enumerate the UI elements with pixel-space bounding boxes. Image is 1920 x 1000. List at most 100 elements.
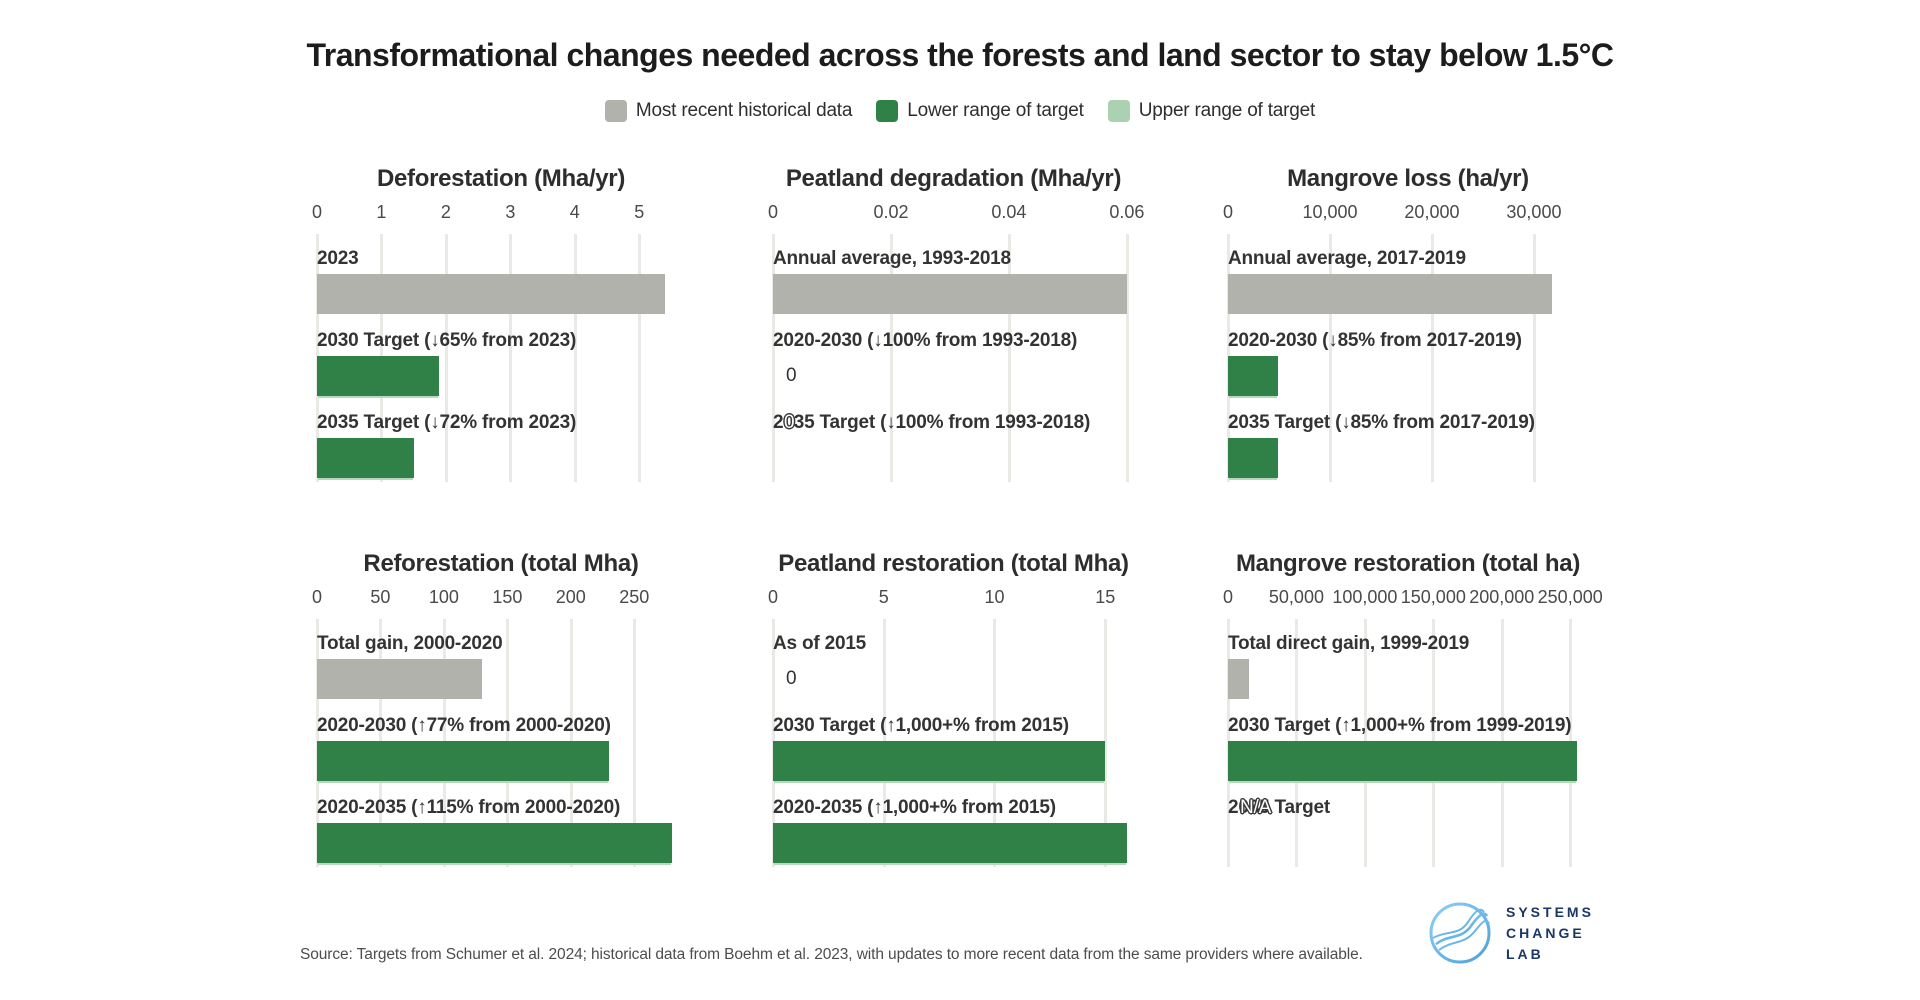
legend-item-historical: Most recent historical data [604,100,852,122]
bar-row-label-text: 2035 Target [1228,797,1331,818]
axis-tick-label: 10,000 [1302,202,1358,222]
axis-tick-label: 50 [370,587,391,607]
bar-track [773,823,1134,863]
gridline [444,234,448,482]
bar-target-lower [317,356,440,396]
bar-historical [773,274,1127,314]
bar-row-label-text: 2020-2030 (↓100% from 1993-2018) [773,330,1078,351]
bar-row-label: 2035 Target (↓85% from 2017-2019) [1228,412,1588,436]
chart-title: Mangrove restoration (total ha) [1228,550,1588,580]
bar-row-label: 2020-2035 (↑115% from 2000-2020) [317,797,685,821]
axis-tick-label: 30,000 [1506,202,1562,222]
bar-row-label: Annual average, 2017-2019 [1228,248,1588,272]
chart-title: Peatland restoration (total Mha) [773,550,1134,580]
chart-mangrove-loss: Mangrove loss (ha/yr) 0 10,000 20,000 30,000… [1223,165,1588,482]
axis-tick-label: 3 [505,202,516,222]
bar-rows: Annual average, 2017-2019 2020-2030 (↓85%… [1228,234,1588,478]
bar-track [1228,438,1588,478]
bar-track [773,438,1134,478]
bar-historical [317,659,482,699]
bar-row-label: Total gain, 2000-2020 [317,633,685,657]
bar-target-lower [1228,356,1278,396]
bar-row-label-text: 2023 [317,248,359,269]
bar-track [773,274,1134,314]
bar-rows: As of 2015 0 2030 Target (↑1,000+% from 20… [773,619,1134,863]
chart-title: Peatland degradation (Mha/yr) [773,165,1134,195]
systems-change-lab-logo: SYSTEMS CHANGE LAB [1427,900,1594,966]
bar-track [1228,823,1588,863]
axis-tick-label: 150,000 [1400,587,1466,607]
legend-item-upper-target: Upper range of target [1107,100,1315,122]
bar-target-lower [317,823,673,863]
legend: Most recent historical data Lower range … [0,100,1920,122]
bar-row-label-text: 2020-2030 (↑77% from 2000-2020) [317,715,611,736]
page-title: Transformational changes needed across t… [306,37,1614,74]
chart-reforestation: Reforestation (total Mha) 0 50 100 150 200 250… [312,550,685,867]
bar-row-label: 2020-2030 (↓100% from 1993-2018) [773,330,1134,354]
gridline [1430,234,1434,482]
bar-row-label: 2023 [317,248,685,272]
axis-tick-label: 15 [1095,587,1116,607]
axis-tick-label: 1 [376,202,387,222]
bar-row-label: 2020-2035 (↑1,000+% from 2015) [773,797,1134,821]
x-axis: 0 50 100 150 200 250 [312,587,685,613]
systems-change-lab-logo-text: SYSTEMS CHANGE LAB [1506,903,1594,962]
bar-row-label: 2035 Target (↓100% from 1993-2018) 0 [773,412,1134,436]
axis-tick-label: 250,000 [1537,587,1603,607]
bar-track: 0 [773,659,1134,699]
bar-track [773,741,1134,781]
bar-row-label-text: 2030 Target (↓65% from 2023) [317,330,577,351]
gridline [1125,234,1129,482]
x-axis: 0 5 10 15 [768,587,1134,613]
bar-row-label-text: Total gain, 2000-2020 [317,633,503,654]
gridline [633,619,637,867]
axis-tick-label: 0 [1222,202,1234,222]
bar-row-label-text: 2035 Target (↓72% from 2023) [317,412,577,433]
overlapping-value-label: 0 [784,412,795,433]
chart-peatland-degradation: Peatland degradation (Mha/yr) 0 0.02 0.04 0.… [768,165,1144,482]
bar-track [1228,356,1588,396]
chart-title-text: Reforestation (total Mha) [363,550,639,577]
bar-track [1228,274,1588,314]
bar-historical [317,274,666,314]
bar-row-label-text: Annual average, 1993-2018 [773,248,1011,269]
axis-tick-label: 100 [428,587,459,607]
bar-row-label: 2035 Target (↓72% from 2023) [317,412,685,436]
overlapping-value-label: N/A [1240,797,1272,818]
chart-title-text: Peatland degradation (Mha/yr) [785,165,1122,192]
bar-row-label: Annual average, 1993-2018 [773,248,1134,272]
axis-tick-label: 0 [311,587,323,607]
chart-title-text: Mangrove restoration (total ha) [1235,550,1581,577]
x-axis: 0 10,000 20,000 30,000 [1223,202,1588,228]
bar-track [317,659,685,699]
gridline [772,234,775,482]
axis-tick-label: 0 [311,202,323,222]
bar-row-label-text: 2035 Target (↓85% from 2017-2019) [1228,412,1535,433]
chart-title-text: Mangrove loss (ha/yr) [1287,165,1529,192]
gridline [889,234,893,482]
plot-area: 2023 2030 Target (↓65% from 2023) 2035 Tar… [316,234,685,482]
bar-row-label: 2030 Target (↑1,000+% from 1999-2019) [1228,715,1588,739]
bar-track [317,741,685,781]
chart-title: Mangrove loss (ha/yr) [1228,165,1588,195]
axis-tick-label: 0.02 [873,202,909,222]
bar-row-label: 2020-2030 (↓85% from 2017-2019) [1228,330,1588,354]
bar-row-label: 2020-2030 (↑77% from 2000-2020) [317,715,685,739]
plot-area: Total direct gain, 1999-2019 2030 Target … [1227,619,1588,867]
plot-area: Annual average, 1993-2018 2020-2030 (↓100… [772,234,1134,482]
bar-row-label-text: 2030 Target (↑1,000+% from 2015) [773,715,1069,736]
bar-row-label-text: Annual average, 2017-2019 [1228,248,1466,269]
bar-target-lower [773,823,1128,863]
gridline [1532,234,1536,482]
bar-row-label: 2030 Target (↑1,000+% from 2015) [773,715,1134,739]
bar-row-label: 2035 Target N/A [1228,797,1588,821]
plot-area: Total gain, 2000-2020 2020-2030 (↑77% fro… [316,619,685,867]
bar-target-lower [1228,741,1578,781]
axis-tick-label: 150 [492,587,523,607]
bar-rows: Total gain, 2000-2020 2020-2030 (↑77% fro… [317,619,685,863]
chart-deforestation: Deforestation (Mha/yr) 0 1 2 3 4 5 2023 2030 Tar… [312,165,685,482]
plot-area: Annual average, 2017-2019 2020-2030 (↓85%… [1227,234,1588,482]
axis-tick-label: 200,000 [1469,587,1535,607]
bar-track [317,438,685,478]
gridline [1007,234,1011,482]
